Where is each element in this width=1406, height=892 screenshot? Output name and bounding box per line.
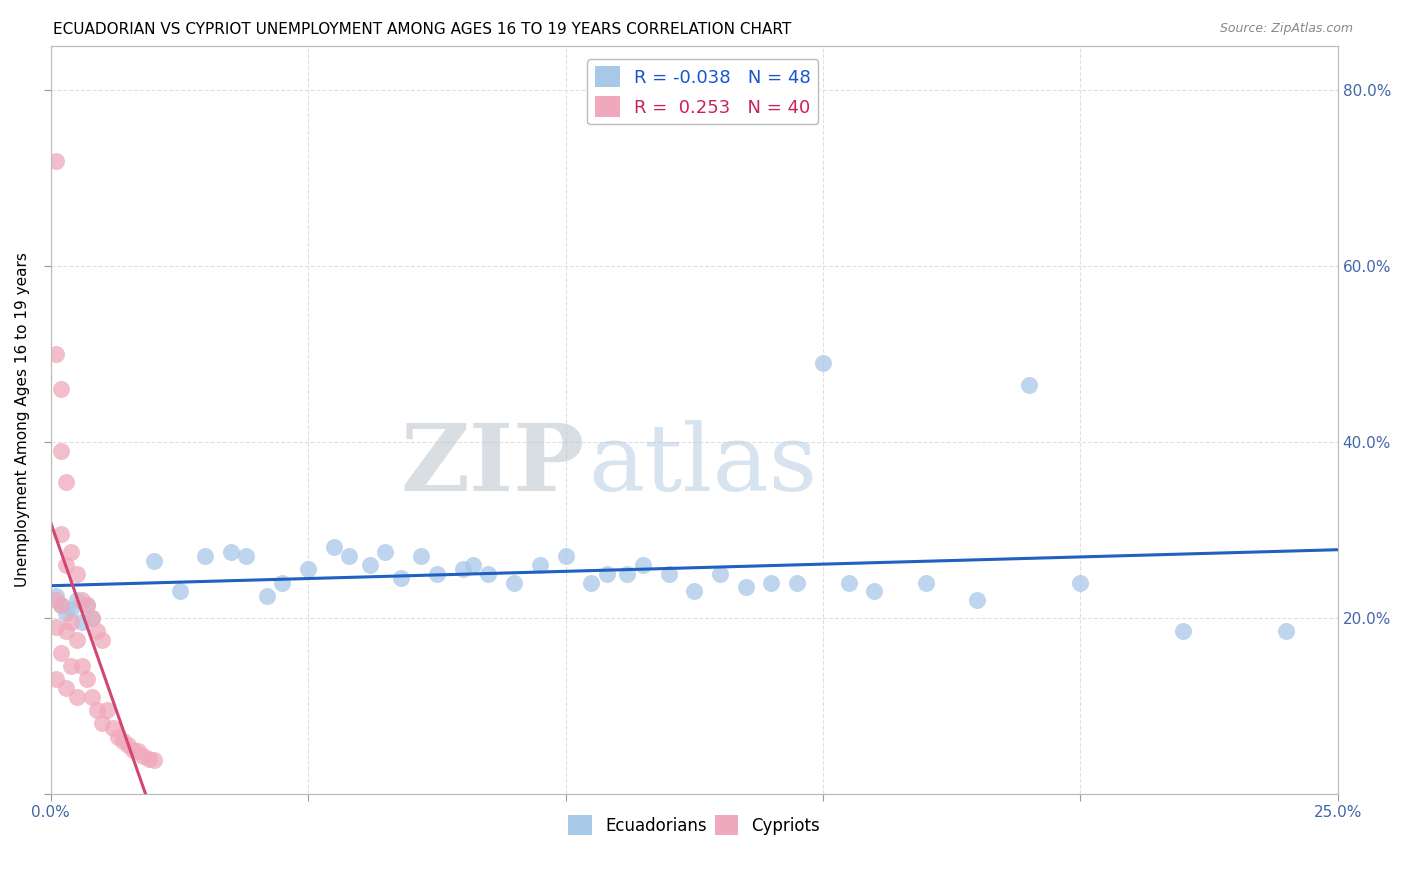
Point: [1018, 377, 1040, 392]
Point: [616, 566, 638, 581]
Point: [786, 575, 808, 590]
Point: [45, 347, 67, 361]
Point: [169, 584, 191, 599]
Point: [65, 593, 87, 607]
Point: [271, 575, 294, 590]
Point: [65, 632, 87, 647]
Point: [60, 659, 83, 673]
Point: [60, 602, 83, 616]
Point: [76, 598, 98, 612]
Point: [596, 566, 619, 581]
Text: atlas: atlas: [589, 420, 818, 510]
Point: [142, 753, 165, 767]
Point: [45, 673, 67, 687]
Point: [70, 659, 93, 673]
Point: [55, 475, 77, 489]
Point: [45, 593, 67, 607]
Point: [80, 611, 103, 625]
Point: [111, 734, 134, 748]
Text: ZIP: ZIP: [401, 420, 585, 510]
Point: [389, 571, 412, 585]
Point: [55, 607, 77, 621]
Point: [761, 575, 783, 590]
Point: [60, 545, 83, 559]
Point: [194, 549, 217, 564]
Legend: Ecuadorians, Cypriots: Ecuadorians, Cypriots: [561, 809, 827, 841]
Point: [1173, 624, 1195, 638]
Point: [811, 356, 834, 370]
Point: [966, 593, 988, 607]
Text: Source: ZipAtlas.com: Source: ZipAtlas.com: [1219, 22, 1353, 36]
Point: [138, 751, 160, 765]
Point: [117, 739, 139, 753]
Point: [45, 589, 67, 603]
Point: [461, 558, 484, 572]
Point: [49, 598, 72, 612]
Point: [323, 541, 346, 555]
Point: [55, 624, 77, 638]
Point: [657, 566, 679, 581]
Point: [49, 527, 72, 541]
Point: [297, 562, 319, 576]
Point: [60, 615, 83, 630]
Point: [80, 611, 103, 625]
Point: [863, 584, 886, 599]
Point: [337, 549, 360, 564]
Point: [359, 558, 381, 572]
Point: [65, 566, 87, 581]
Point: [80, 690, 103, 704]
Point: [503, 575, 526, 590]
Y-axis label: Unemployment Among Ages 16 to 19 years: Unemployment Among Ages 16 to 19 years: [15, 252, 30, 588]
Point: [411, 549, 433, 564]
Point: [219, 545, 242, 559]
Point: [581, 575, 603, 590]
Point: [127, 744, 149, 758]
Point: [49, 646, 72, 660]
Point: [142, 554, 165, 568]
Point: [374, 545, 396, 559]
Point: [631, 558, 654, 572]
Point: [70, 593, 93, 607]
Point: [55, 558, 77, 572]
Point: [91, 632, 114, 647]
Point: [76, 598, 98, 612]
Point: [1275, 624, 1298, 638]
Text: ECUADORIAN VS CYPRIOT UNEMPLOYMENT AMONG AGES 16 TO 19 YEARS CORRELATION CHART: ECUADORIAN VS CYPRIOT UNEMPLOYMENT AMONG…: [53, 22, 792, 37]
Point: [734, 580, 756, 594]
Point: [86, 624, 108, 638]
Point: [451, 562, 474, 576]
Point: [49, 598, 72, 612]
Point: [477, 566, 499, 581]
Point: [101, 721, 124, 735]
Point: [915, 575, 938, 590]
Point: [132, 748, 155, 763]
Point: [76, 673, 98, 687]
Point: [838, 575, 860, 590]
Point: [91, 716, 114, 731]
Point: [529, 558, 551, 572]
Point: [122, 742, 145, 756]
Point: [709, 566, 731, 581]
Point: [554, 549, 576, 564]
Point: [107, 730, 129, 744]
Point: [45, 153, 67, 168]
Point: [426, 566, 449, 581]
Point: [55, 681, 77, 695]
Point: [96, 703, 118, 717]
Point: [65, 690, 87, 704]
Point: [45, 619, 67, 633]
Point: [683, 584, 706, 599]
Point: [1069, 575, 1091, 590]
Point: [70, 615, 93, 630]
Point: [49, 382, 72, 396]
Point: [49, 443, 72, 458]
Point: [235, 549, 257, 564]
Point: [86, 703, 108, 717]
Point: [256, 589, 278, 603]
